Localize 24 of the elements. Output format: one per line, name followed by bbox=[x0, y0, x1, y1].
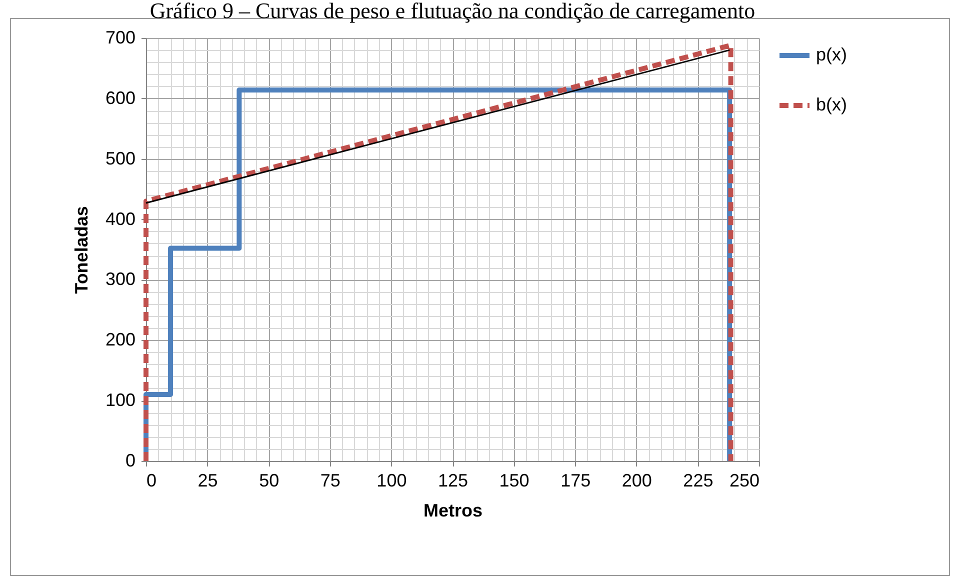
x-tick-label: 50 bbox=[259, 470, 280, 490]
x-tick-label: 125 bbox=[438, 470, 468, 490]
x-tick-label: 75 bbox=[320, 470, 340, 490]
y-axis-title: Toneladas bbox=[71, 206, 92, 294]
legend-label: p(x) bbox=[816, 44, 847, 64]
y-tick-label: 100 bbox=[105, 390, 136, 410]
y-tick-label: 700 bbox=[105, 28, 136, 48]
x-tick-label: 25 bbox=[198, 470, 218, 490]
y-tick-label: 500 bbox=[105, 148, 136, 168]
x-tick-label: 250 bbox=[729, 470, 760, 490]
y-tick-label: 0 bbox=[125, 450, 136, 470]
y-tick-label: 400 bbox=[105, 208, 136, 229]
y-tick-label: 200 bbox=[105, 330, 136, 350]
y-tick-label: 300 bbox=[105, 269, 136, 290]
x-tick-label: 150 bbox=[499, 470, 530, 490]
x-tick-label: 175 bbox=[560, 470, 591, 490]
legend-label: b(x) bbox=[816, 94, 847, 114]
x-tick-label: 225 bbox=[683, 470, 714, 490]
chart-title: Gráfico 9 – Curvas de peso e flutuação na condição de carregamento bbox=[150, 0, 756, 23]
y-tick-label: 600 bbox=[105, 88, 136, 108]
x-tick-label: 100 bbox=[376, 470, 407, 490]
x-axis-title: Metros bbox=[423, 500, 483, 520]
x-tick-label: 0 bbox=[146, 470, 157, 490]
x-tick-label: 200 bbox=[622, 470, 652, 490]
